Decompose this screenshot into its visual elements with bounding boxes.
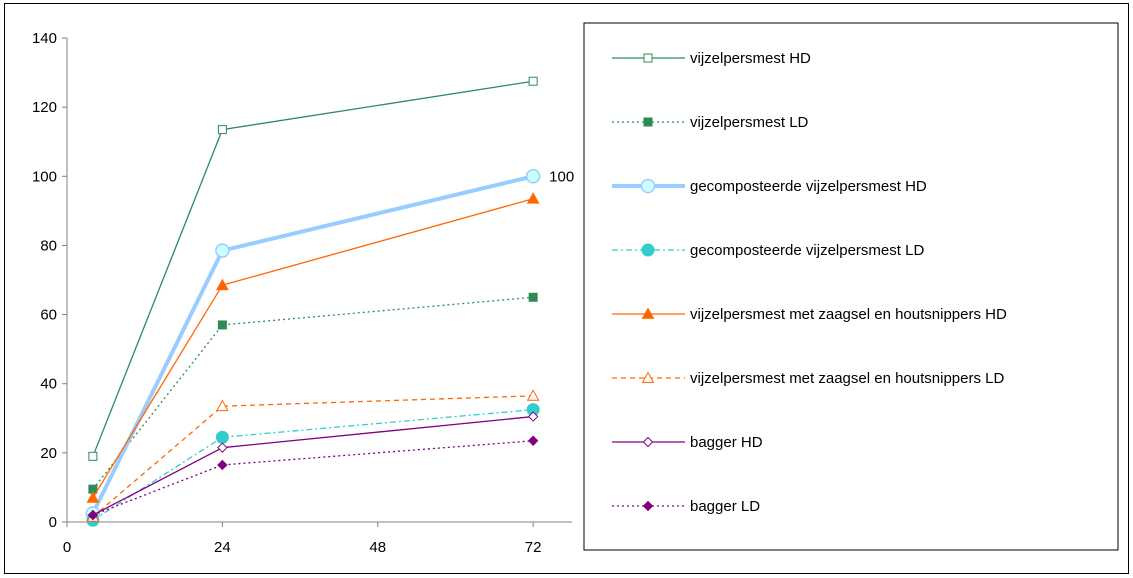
data-point <box>642 436 654 448</box>
data-point <box>87 509 99 521</box>
data-point <box>528 76 538 86</box>
series-8 <box>87 435 539 521</box>
series-7 <box>87 411 539 521</box>
chart-frame <box>4 3 1129 574</box>
legend-label: vijzelpersmest met zaagsel en houtsnippe… <box>690 306 1007 323</box>
y-tick-label: 120 <box>32 99 57 116</box>
data-point <box>643 53 653 63</box>
data-point <box>641 307 655 319</box>
legend-label: vijzelpersmest HD <box>690 50 811 67</box>
data-point <box>217 442 228 453</box>
data-point <box>527 435 539 446</box>
data-point <box>526 389 540 401</box>
legend-item: vijzelpersmest HD <box>612 50 811 67</box>
y-tick-label: 100 <box>32 168 57 185</box>
series-line <box>92 440 534 516</box>
data-point <box>641 371 655 383</box>
legend-box <box>583 22 1119 551</box>
data-point <box>643 117 653 127</box>
legend-item: bagger HD <box>612 434 763 451</box>
data-point <box>642 500 654 512</box>
x-tick-label: 0 <box>63 539 71 556</box>
y-tick-label: 20 <box>40 445 57 462</box>
data-point <box>215 243 230 258</box>
legend-label: bagger HD <box>690 434 763 451</box>
legend-item: gecomposteerde vijzelpersmest LD <box>612 242 924 259</box>
data-point <box>641 243 655 257</box>
data-point <box>640 178 656 194</box>
legend: vijzelpersmest HD vijzelpersmest LD gecomp… <box>583 22 1119 551</box>
axes: 0 20 40 60 80 100 120 140 0 24 48 72 <box>32 30 572 556</box>
series-line <box>92 395 534 518</box>
legend-item: vijzelpersmest LD <box>612 114 809 131</box>
series-line <box>92 198 534 499</box>
series-line <box>92 408 534 521</box>
series-1 <box>88 76 538 461</box>
y-tick-label: 140 <box>32 30 57 47</box>
data-point <box>527 411 539 422</box>
data-point <box>525 169 541 184</box>
legend-label: bagger LD <box>690 498 760 515</box>
legend-item: gecomposteerde vijzelpersmest HD <box>612 178 927 195</box>
x-tick-label: 72 <box>525 539 542 556</box>
legend-label: vijzelpersmest LD <box>690 114 809 131</box>
data-point <box>216 399 229 412</box>
data-point <box>215 430 229 444</box>
legend-item: vijzelpersmest met zaagsel en houtsnippe… <box>612 370 1004 387</box>
series-5 <box>86 192 540 503</box>
data-point <box>528 292 538 302</box>
x-tick-label: 48 <box>369 539 386 556</box>
y-tick-label: 80 <box>40 237 57 254</box>
data-point <box>217 459 228 471</box>
data-point <box>88 451 98 461</box>
legend-item: bagger LD <box>612 498 760 515</box>
series-line <box>91 174 534 515</box>
data-point <box>216 278 229 291</box>
legend-label: vijzelpersmest met zaagsel en houtsnippe… <box>690 370 1004 387</box>
series-line <box>92 80 534 457</box>
y-tick-label: 60 <box>40 307 57 324</box>
series-3 <box>85 169 541 521</box>
data-point <box>217 125 227 135</box>
legend-item: vijzelpersmest met zaagsel en houtsnippe… <box>612 306 1007 323</box>
series-line <box>92 415 534 516</box>
data-point <box>217 320 227 330</box>
data-label: 100 <box>549 168 574 185</box>
y-tick-label: 40 <box>40 376 57 393</box>
x-tick-label: 24 <box>214 539 231 556</box>
plot-area: 100 <box>85 76 574 527</box>
legend-label: gecomposteerde vijzelpersmest LD <box>690 242 924 259</box>
series-4 <box>86 403 540 527</box>
data-point <box>86 491 100 503</box>
legend-label: gecomposteerde vijzelpersmest HD <box>690 178 927 195</box>
data-point <box>526 192 540 204</box>
series-line <box>92 296 534 490</box>
y-tick-label: 0 <box>49 514 57 531</box>
